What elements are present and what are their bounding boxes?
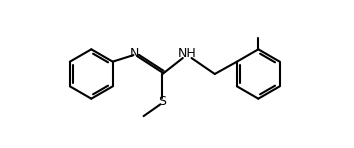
Text: NH: NH: [178, 47, 196, 60]
Text: S: S: [159, 95, 166, 108]
Text: N: N: [130, 47, 139, 60]
